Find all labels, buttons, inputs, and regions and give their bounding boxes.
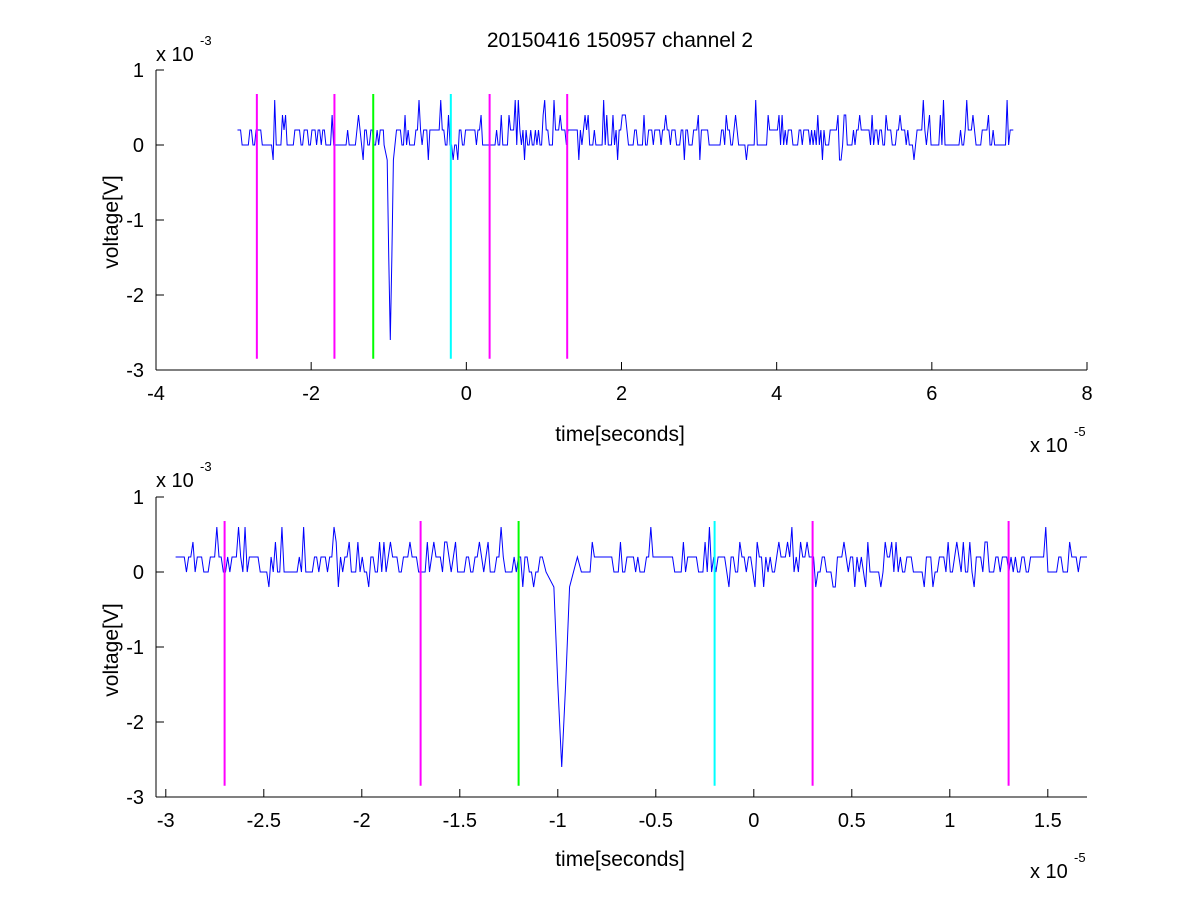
x-tick-label: 1	[944, 810, 955, 832]
y-exponent: -3	[200, 459, 212, 474]
y-tick-label: 0	[133, 135, 144, 157]
voltage-trace	[175, 526, 1087, 768]
y-tick-label: -3	[126, 360, 144, 382]
y-exponent: -3	[200, 33, 212, 48]
bottom-subplot: x 10 -3 -3 -2.5 -2 -1.5 -1 -0.5 0 0.5 1 1.5 -3-2-…	[100, 459, 1087, 883]
y-axis-label: voltage[V]	[100, 603, 123, 696]
y-ticks: -3 -2 -1 0 1	[126, 60, 164, 382]
y-axis-label: voltage[V]	[100, 175, 123, 268]
y-exponent-label: x 10 -3	[156, 459, 212, 492]
x-tick-label: 8	[1081, 383, 1092, 405]
x-multiplier: x 10	[1030, 435, 1068, 457]
x-ticks: -4 -2 0 2 4 6 8	[147, 362, 1093, 405]
x-tick-label: -1	[549, 810, 567, 832]
y-tick-label: 1	[133, 60, 144, 82]
x-tick-label: -2	[353, 810, 371, 832]
x-tick-label: 6	[926, 383, 937, 405]
x-tick-label: -2.5	[247, 810, 281, 832]
x-tick-label: 0	[748, 810, 759, 832]
x-tick-label: 4	[771, 383, 782, 405]
y-tick-label: -2	[126, 712, 144, 734]
x-tick-label: -0.5	[639, 810, 673, 832]
x-exponent: -5	[1074, 850, 1086, 865]
plot-area	[237, 94, 1014, 359]
x-tick-label: 2	[616, 383, 627, 405]
x-tick-label: -2	[302, 383, 320, 405]
plot-area	[175, 521, 1087, 786]
x-exponent-label: x 10 -5	[1030, 850, 1086, 883]
x-exponent: -5	[1074, 424, 1086, 439]
x-axis-label: time[seconds]	[555, 423, 685, 446]
x-tick-label: 0	[461, 383, 472, 405]
top-subplot: 20150416 150957 channel 2 x 10 -3 -4 -2 0 2…	[100, 29, 1093, 457]
voltage-trace	[237, 99, 1014, 341]
x-axis-label: time[seconds]	[555, 848, 685, 871]
y-tick-label: -1	[126, 210, 144, 232]
chart-title: 20150416 150957 channel 2	[487, 29, 753, 52]
y-tick-label: 0	[133, 562, 144, 584]
x-multiplier: x 10	[1030, 861, 1068, 883]
y-exponent-label: x 10 -3	[156, 33, 212, 66]
x-tick-label: 0.5	[838, 810, 866, 832]
y-multiplier: x 10	[156, 470, 194, 492]
x-tick-label: -4	[147, 383, 165, 405]
y-multiplier: x 10	[156, 44, 194, 66]
y-tick-label: -1	[126, 637, 144, 659]
x-tick-label: -3	[157, 810, 175, 832]
y-ticks: -3 -2 -1 0 1	[126, 487, 164, 809]
x-exponent-label: x 10 -5	[1030, 424, 1086, 457]
x-tick-label: -1.5	[443, 810, 477, 832]
y-tick-label: 1	[133, 487, 144, 509]
y-tick-label: -2	[126, 285, 144, 307]
x-tick-label: 1.5	[1034, 810, 1062, 832]
x-ticks: -3 -2.5 -2 -1.5 -1 -0.5 0 0.5 1 1.5	[157, 789, 1062, 832]
y-tick-label: -3	[126, 787, 144, 809]
